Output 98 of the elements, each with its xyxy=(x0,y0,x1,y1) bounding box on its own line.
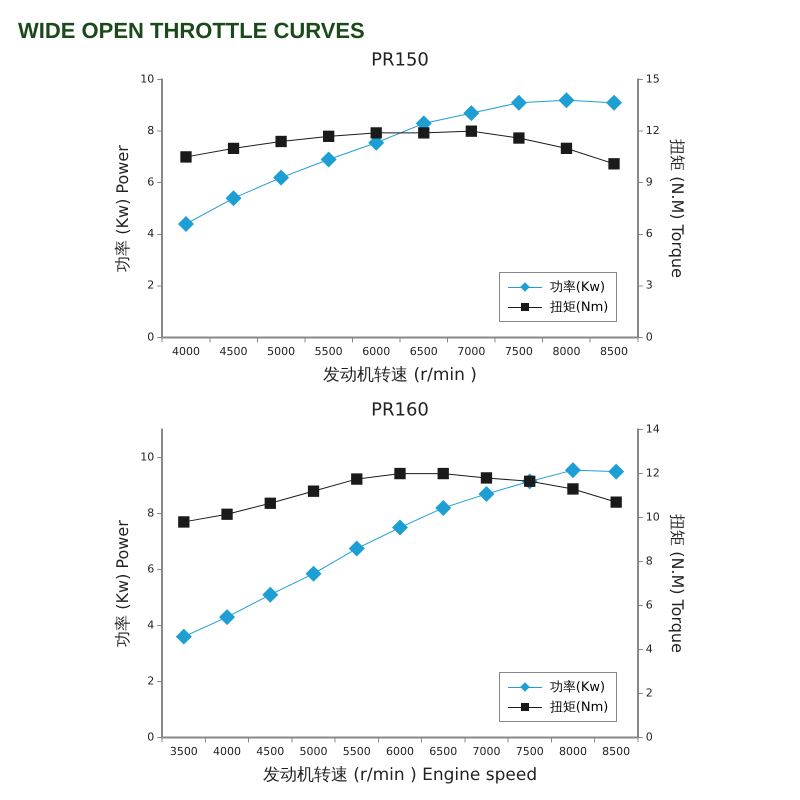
point xyxy=(394,468,406,480)
point xyxy=(306,566,322,582)
x-tick-label: 7000 xyxy=(472,744,500,758)
y-tick-label: 10 xyxy=(140,72,154,86)
y-axis-title: 功率 (Kw) Power xyxy=(112,144,132,272)
x-tick-label: 8000 xyxy=(552,344,580,358)
x-tick-label: 6500 xyxy=(410,344,438,358)
y-tick-label: 2 xyxy=(147,674,154,688)
y2-tick-label: 6 xyxy=(646,227,653,240)
y2-tick-label: 12 xyxy=(646,466,660,480)
point xyxy=(610,496,622,508)
chart-title: PR150 xyxy=(371,49,429,70)
x-tick-label: 8000 xyxy=(558,744,587,758)
point xyxy=(435,500,452,516)
point xyxy=(219,609,236,626)
x-tick-label: 6000 xyxy=(386,744,414,758)
y-tick-label: 0 xyxy=(147,730,154,744)
x-tick-label: 4500 xyxy=(256,744,284,758)
y2-tick-label: 10 xyxy=(646,510,660,524)
legend-label: 功率(Kw) xyxy=(550,679,606,696)
x-tick-label: 5000 xyxy=(300,744,328,758)
y2-axis-title: 扭矩 (N.M) Torque xyxy=(668,139,688,278)
point xyxy=(558,92,574,108)
x-tick-label: 5500 xyxy=(342,744,371,758)
point xyxy=(262,586,278,603)
x-tick-label: 7500 xyxy=(516,744,544,758)
point xyxy=(323,130,334,142)
y2-tick-label: 0 xyxy=(646,730,653,744)
y2-tick-label: 9 xyxy=(646,176,653,189)
x-tick-label: 7500 xyxy=(504,344,533,358)
point xyxy=(226,190,242,206)
x-tick-label: 7000 xyxy=(457,344,486,358)
y2-tick-label: 6 xyxy=(646,598,653,612)
x-tick-label: 3500 xyxy=(170,744,198,758)
point xyxy=(560,142,572,154)
y-tick-label: 2 xyxy=(147,278,154,292)
y2-tick-label: 15 xyxy=(646,72,660,86)
text: WIDE OPEN THROTTLE CURVES xyxy=(17,17,366,44)
legend-label: 功率(Kw) xyxy=(550,279,606,296)
y-tick-label: 6 xyxy=(147,562,154,576)
point xyxy=(606,94,622,111)
point xyxy=(178,216,194,232)
point xyxy=(567,483,579,495)
y2-tick-label: 8 xyxy=(646,554,653,568)
y-tick-label: 4 xyxy=(147,227,154,240)
x-axis-title: 发动机转速 (r/min ) Engine speed xyxy=(262,765,538,786)
legend-label: 扭矩(Nm) xyxy=(550,699,608,716)
x-axis-title: 发动机转速 (r/min ) xyxy=(323,365,477,386)
point xyxy=(351,473,362,485)
point xyxy=(320,152,337,168)
point xyxy=(466,126,477,137)
point xyxy=(478,486,494,502)
point xyxy=(348,540,365,557)
point xyxy=(264,498,276,509)
point xyxy=(180,151,192,163)
point xyxy=(392,520,408,536)
x-tick-label: 5000 xyxy=(267,344,296,358)
point xyxy=(221,508,233,520)
y-tick-label: 0 xyxy=(147,330,154,344)
point xyxy=(178,516,190,528)
point xyxy=(480,472,492,484)
y-tick-label: 4 xyxy=(147,618,154,632)
y2-tick-label: 12 xyxy=(646,124,660,138)
point xyxy=(418,127,430,139)
y-tick-label: 6 xyxy=(147,176,154,189)
point xyxy=(370,127,382,139)
point xyxy=(510,94,527,111)
point xyxy=(228,142,240,154)
point xyxy=(608,158,620,170)
point xyxy=(176,628,192,645)
point xyxy=(308,486,320,497)
y-tick-label: 10 xyxy=(140,450,154,464)
y-tick-label: 8 xyxy=(147,506,154,520)
legend-label: 扭矩(Nm) xyxy=(550,299,608,316)
x-tick-label: 4500 xyxy=(220,344,248,358)
x-tick-label: 8500 xyxy=(602,744,630,758)
x-tick-label: 5500 xyxy=(314,344,343,358)
x-tick-label: 6500 xyxy=(429,744,458,758)
y2-tick-label: 14 xyxy=(646,422,660,436)
y2-tick-label: 2 xyxy=(646,686,653,700)
y2-tick-label: 0 xyxy=(646,330,653,344)
x-tick-label: 4000 xyxy=(172,344,200,358)
y2-tick-label: 4 xyxy=(646,642,653,656)
chart-title: PR160 xyxy=(371,399,429,420)
y-tick-label: 8 xyxy=(147,124,154,138)
x-tick-label: 6000 xyxy=(362,344,390,358)
point xyxy=(513,132,525,144)
point xyxy=(273,170,290,186)
point xyxy=(608,464,624,480)
point xyxy=(275,136,287,148)
point xyxy=(438,468,449,480)
point xyxy=(564,462,581,478)
x-tick-label: 4000 xyxy=(213,744,242,758)
point xyxy=(463,105,480,122)
y2-axis-title: 扭矩 (N.M) Torque xyxy=(668,514,688,653)
x-tick-label: 8500 xyxy=(600,344,628,358)
y2-tick-label: 3 xyxy=(646,278,653,292)
y-axis-title: 功率 (Kw) Power xyxy=(112,520,132,647)
